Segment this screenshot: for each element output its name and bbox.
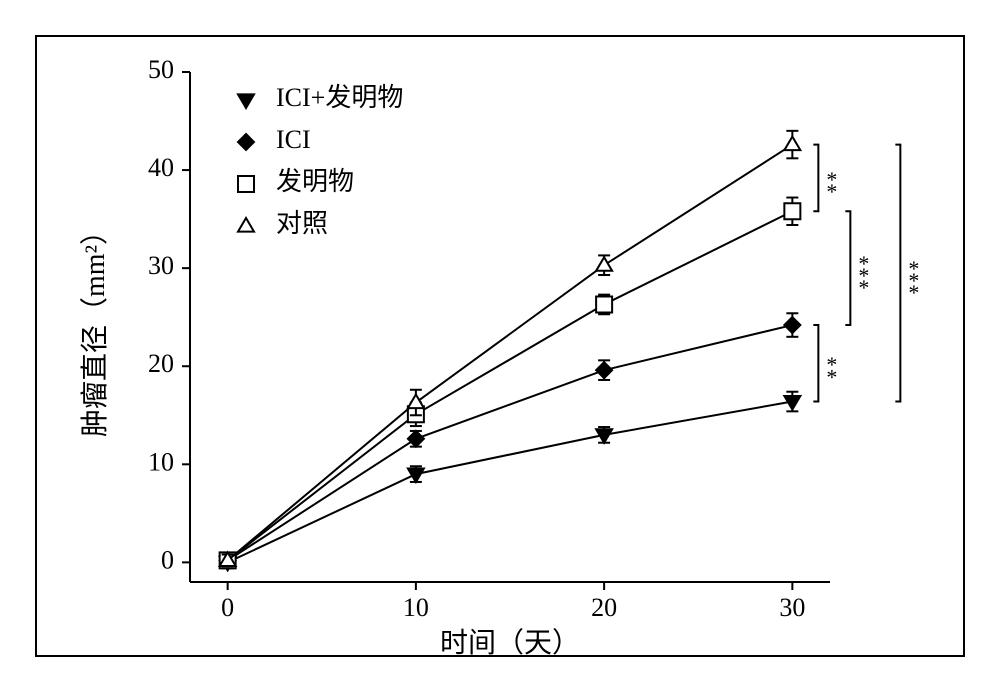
marker-diamond bbox=[596, 362, 612, 378]
y-tick-label: 10 bbox=[148, 447, 174, 476]
y-tick-label: 0 bbox=[161, 545, 174, 574]
series-ici_plus bbox=[220, 392, 801, 571]
series-line bbox=[228, 145, 793, 561]
y-tick-label: 50 bbox=[148, 55, 174, 84]
series-ici bbox=[220, 313, 801, 568]
series-layer bbox=[220, 131, 801, 571]
sig-bracket bbox=[813, 145, 818, 212]
legend-marker-ici_plus bbox=[238, 94, 254, 108]
y-tick-label: 40 bbox=[148, 153, 174, 182]
marker-diamond bbox=[784, 317, 800, 333]
legend-label-ici_plus: ICI+发明物 bbox=[276, 83, 403, 112]
y-tick-label: 30 bbox=[148, 251, 174, 280]
tumor-growth-chart: 010203040500102030时间（天）肿瘤直径（mm²）ICI+发明物I… bbox=[0, 0, 1000, 692]
series-invention bbox=[220, 198, 801, 569]
marker-square bbox=[784, 203, 800, 219]
x-tick-label: 0 bbox=[221, 593, 234, 622]
legend: ICI+发明物 ICI 发明物对照 bbox=[238, 83, 403, 238]
series-line bbox=[228, 211, 793, 560]
legend-marker-control bbox=[238, 218, 254, 232]
legend-label-invention: 发明物 bbox=[276, 167, 354, 196]
outer-border bbox=[36, 36, 964, 656]
x-tick-label: 30 bbox=[779, 593, 805, 622]
marker-square bbox=[596, 296, 612, 312]
y-tick-label: 20 bbox=[148, 349, 174, 378]
legend-marker-invention bbox=[238, 176, 254, 192]
sig-bracket bbox=[845, 211, 850, 325]
sig-star: * bbox=[858, 275, 869, 300]
series-control bbox=[220, 131, 801, 566]
legend-label-ici: ICI bbox=[276, 125, 311, 154]
significance-layer: ********** bbox=[813, 145, 919, 402]
sig-star: * bbox=[908, 280, 919, 305]
marker-triangle-down bbox=[408, 469, 424, 483]
x-axis-label: 时间（天） bbox=[440, 627, 580, 659]
y-axis-label: 肿瘤直径（mm²） bbox=[79, 217, 111, 437]
marker-triangle-up bbox=[408, 395, 424, 409]
marker-triangle-up bbox=[784, 137, 800, 151]
x-tick-label: 20 bbox=[591, 593, 617, 622]
figure-root: 010203040500102030时间（天）肿瘤直径（mm²）ICI+发明物I… bbox=[0, 0, 1000, 692]
marker-diamond bbox=[408, 431, 424, 447]
sig-bracket bbox=[813, 325, 818, 402]
sig-star: * bbox=[826, 179, 837, 204]
legend-label-control: 对照 bbox=[276, 209, 328, 238]
x-tick-label: 10 bbox=[403, 593, 429, 622]
sig-bracket bbox=[895, 145, 900, 402]
sig-star: * bbox=[826, 364, 837, 389]
series-line bbox=[228, 402, 793, 563]
marker-triangle-up bbox=[596, 257, 612, 271]
legend-marker-ici bbox=[238, 134, 254, 150]
